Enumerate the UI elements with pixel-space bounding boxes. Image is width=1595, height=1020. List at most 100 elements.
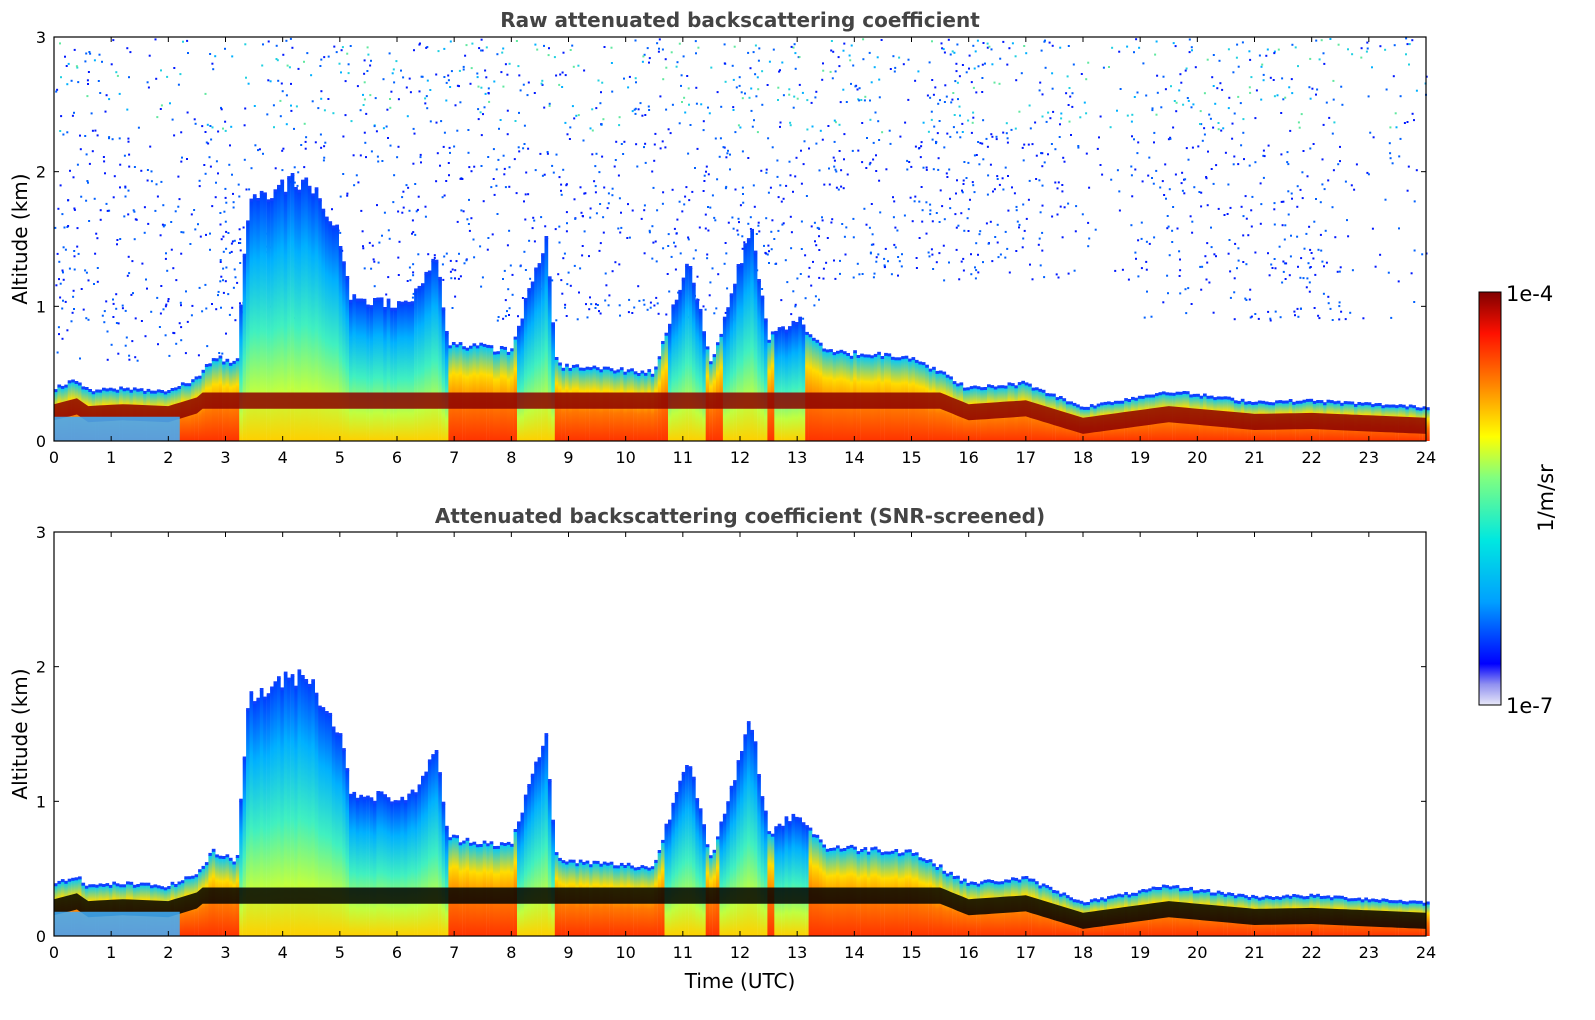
backscatter-column (438, 774, 442, 936)
backscatter-column (794, 324, 799, 441)
layer-top-edge (791, 813, 796, 817)
layer-top-edge (479, 342, 483, 346)
noise-speck (766, 253, 769, 256)
backscatter-column (338, 735, 343, 936)
noise-speck (220, 238, 223, 241)
noise-speck (1037, 243, 1040, 246)
layer-top-edge (609, 861, 614, 865)
noise-speck (1136, 91, 1139, 94)
noise-speck (845, 101, 848, 103)
noise-speck (285, 123, 288, 126)
noise-speck (375, 130, 378, 133)
backscatter-column (527, 290, 531, 441)
noise-speck (323, 156, 326, 159)
layer-top-edge (352, 294, 357, 298)
noise-speck (305, 136, 308, 139)
noise-speck (238, 195, 241, 198)
noise-speck (935, 212, 938, 214)
noise-speck (509, 264, 512, 267)
noise-speck (665, 313, 668, 316)
noise-speck (220, 275, 223, 278)
noise-speck (437, 50, 440, 53)
noise-speck (903, 214, 906, 217)
noise-speck (1022, 203, 1025, 206)
layer-top-edge (551, 322, 555, 326)
noise-speck (502, 47, 505, 50)
noise-speck (1306, 277, 1309, 280)
noise-speck (421, 75, 424, 78)
layer-top-edge (750, 729, 754, 733)
noise-speck (657, 50, 660, 53)
noise-speck (1131, 195, 1134, 198)
noise-speck (156, 116, 159, 119)
noise-speck (1054, 148, 1057, 151)
noise-speck (696, 298, 699, 301)
noise-speck (536, 48, 539, 51)
layer-top-edge (949, 376, 953, 380)
layer-top-edge (472, 343, 477, 347)
noise-speck (788, 88, 791, 91)
panel-title: Attenuated backscattering coefficient (S… (435, 504, 1045, 528)
noise-speck (1334, 236, 1337, 239)
noise-speck (790, 313, 793, 316)
noise-speck (918, 147, 921, 149)
layer-top-edge (647, 867, 652, 871)
noise-speck (476, 72, 479, 75)
noise-speck (846, 173, 849, 176)
noise-speck (1131, 113, 1134, 116)
noise-speck (937, 102, 940, 105)
layer-top-edge (1216, 396, 1221, 400)
noise-speck (166, 75, 169, 78)
layer-top-edge (613, 865, 617, 869)
noise-speck (1372, 136, 1375, 139)
noise-speck (1241, 41, 1244, 44)
layer-top-edge (431, 258, 435, 262)
layer-top-edge (750, 228, 754, 232)
noise-speck (363, 72, 366, 75)
x-tick-label: 9 (563, 448, 573, 467)
layer-top-edge (1288, 399, 1293, 402)
noise-speck (1262, 79, 1265, 82)
noise-speck (327, 55, 330, 58)
noise-speck (575, 114, 578, 117)
layer-top-edge (575, 364, 580, 368)
layer-top-edge (1196, 393, 1200, 397)
noise-speck (1199, 265, 1202, 268)
noise-speck (369, 94, 372, 97)
noise-speck (532, 216, 535, 219)
noise-speck (831, 218, 834, 221)
noise-speck (1405, 37, 1408, 40)
noise-speck (233, 268, 236, 271)
layer-top-edge (1275, 400, 1279, 404)
noise-speck (604, 272, 607, 275)
noise-speck (501, 51, 504, 54)
layer-top-edge (84, 387, 89, 390)
noise-speck (910, 165, 913, 168)
noise-speck (877, 253, 880, 256)
noise-speck (1397, 280, 1400, 283)
layer-top-edge (314, 187, 319, 191)
layer-top-edge (108, 387, 113, 391)
layer-top-edge (846, 353, 850, 356)
noise-speck (661, 48, 664, 51)
noise-speck (1023, 143, 1026, 146)
noise-speck (838, 65, 841, 68)
noise-speck (606, 207, 609, 210)
noise-speck (742, 201, 745, 204)
noise-speck (711, 267, 714, 270)
noise-speck (232, 201, 235, 204)
noise-speck (960, 212, 963, 215)
noise-speck (967, 230, 970, 232)
layer-top-edge (914, 359, 919, 363)
noise-speck (561, 71, 564, 74)
noise-speck (961, 122, 964, 125)
noise-speck (546, 151, 549, 153)
noise-speck (955, 248, 958, 251)
layer-top-edge (565, 861, 569, 865)
noise-speck (754, 73, 757, 76)
noise-speck (998, 183, 1001, 186)
backscatter-column (431, 756, 435, 936)
noise-speck (87, 83, 89, 85)
noise-speck (224, 47, 226, 50)
layer-top-edge (184, 876, 188, 880)
